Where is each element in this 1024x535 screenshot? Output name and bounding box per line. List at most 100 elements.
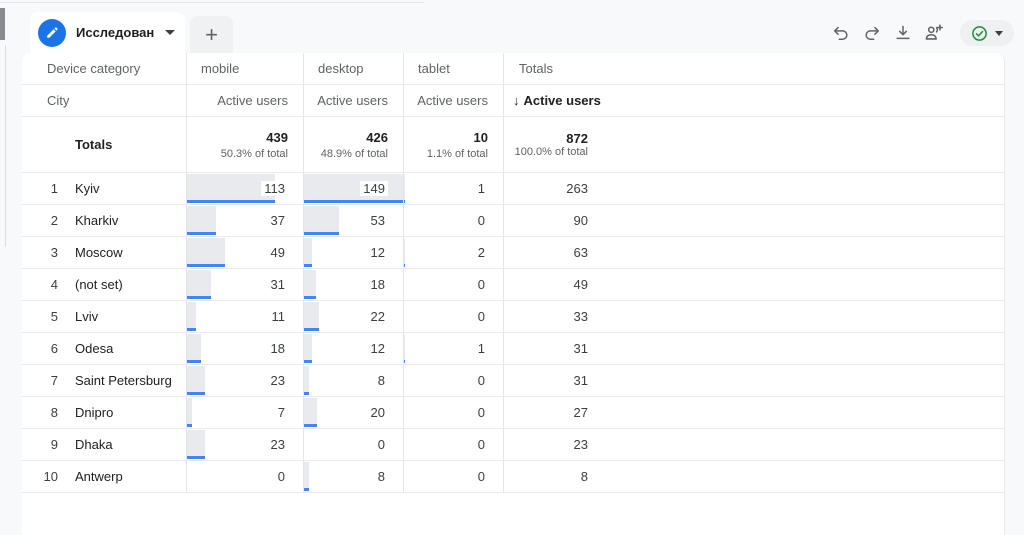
heatmap-bar <box>404 174 405 200</box>
value-bar <box>187 200 275 203</box>
city-cell[interactable]: 5 Lviv <box>22 301 187 332</box>
mobile-value-cell[interactable]: 11 <box>187 301 304 332</box>
metric-header-mobile[interactable]: Active users <box>187 85 304 116</box>
tablet-value-cell[interactable]: 0 <box>404 461 504 492</box>
mobile-value-cell[interactable]: 23 <box>187 429 304 460</box>
value-bar <box>404 264 406 267</box>
mobile-value-cell[interactable]: 49 <box>187 237 304 268</box>
cell-value: 0 <box>474 277 488 292</box>
total-value-cell[interactable]: 33 <box>504 301 1004 332</box>
table-row: 8 Dnipro 7 20 0 27 <box>22 397 1004 429</box>
download-icon[interactable] <box>892 22 914 44</box>
heatmap-bar <box>187 238 226 264</box>
city-cell[interactable]: 4 (not set) <box>22 269 187 300</box>
desktop-value-cell[interactable]: 8 <box>304 365 404 396</box>
value-bar <box>304 264 312 267</box>
tablet-value-cell[interactable]: 2 <box>404 237 504 268</box>
metric-header-desktop[interactable]: Active users <box>304 85 404 116</box>
tablet-value-cell[interactable]: 0 <box>404 429 504 460</box>
column-header-desktop[interactable]: desktop <box>304 53 404 84</box>
city-cell[interactable]: 6 Odesa <box>22 333 187 364</box>
value-bar <box>187 328 196 331</box>
tablet-value-cell[interactable]: 0 <box>404 205 504 236</box>
total-value-cell[interactable]: 27 <box>504 397 1004 428</box>
city-cell[interactable]: 10 Antwerp <box>22 461 187 492</box>
total-value-cell[interactable]: 90 <box>504 205 1004 236</box>
add-tab-button[interactable]: + <box>190 16 233 53</box>
desktop-value-cell[interactable]: 12 <box>304 237 404 268</box>
value-bar <box>187 424 193 427</box>
metric-header-tablet[interactable]: Active users <box>404 85 504 116</box>
column-header-totals: Totals <box>519 61 553 76</box>
tablet-value-cell[interactable]: 0 <box>404 269 504 300</box>
cell-value: 23 <box>267 373 288 388</box>
total-value-cell[interactable]: 23 <box>504 429 1004 460</box>
city-cell[interactable]: 9 Dhaka <box>22 429 187 460</box>
desktop-value-cell[interactable]: 20 <box>304 397 404 428</box>
tablet-value-cell[interactable]: 0 <box>404 397 504 428</box>
total-value-cell[interactable]: 263 <box>504 173 1004 204</box>
table-row: 4 (not set) 31 18 0 49 <box>22 269 1004 301</box>
desktop-value-cell[interactable]: 22 <box>304 301 404 332</box>
heatmap-bar <box>304 462 310 488</box>
chevron-down-icon[interactable] <box>165 30 175 35</box>
desktop-value-cell[interactable]: 53 <box>304 205 404 236</box>
table-header-row-metric: City Active users Active users Active us… <box>22 85 1004 117</box>
mobile-value-cell[interactable]: 18 <box>187 333 304 364</box>
city-cell[interactable]: 3 Moscow <box>22 237 187 268</box>
mobile-value-cell[interactable]: 113 <box>187 173 304 204</box>
total-value-cell[interactable]: 31 <box>504 333 1004 364</box>
heatmap-bar <box>304 174 403 200</box>
table-row: 3 Moscow 49 12 2 63 <box>22 237 1004 269</box>
value-bar <box>304 360 312 363</box>
tablet-value-cell[interactable]: 0 <box>404 365 504 396</box>
desktop-value-cell[interactable]: 12 <box>304 333 404 364</box>
value-bar <box>304 424 318 427</box>
city-cell[interactable]: 1 Kyiv <box>22 173 187 204</box>
undo-icon[interactable] <box>830 22 852 44</box>
exploration-tab[interactable]: Исследовани… <box>30 12 185 53</box>
cell-value: 27 <box>573 405 588 420</box>
desktop-value-cell[interactable]: 0 <box>304 429 404 460</box>
cell-value: 7 <box>274 405 288 420</box>
desktop-value-cell[interactable]: 149 <box>304 173 404 204</box>
mobile-value-cell[interactable]: 31 <box>187 269 304 300</box>
row-number: 1 <box>50 181 58 196</box>
tablet-value-cell[interactable]: 1 <box>404 173 504 204</box>
row-dimension-header-cell[interactable]: City <box>22 85 187 116</box>
total-value-cell[interactable]: 31 <box>504 365 1004 396</box>
left-scrollbar-thumb[interactable] <box>0 8 5 40</box>
total-value-cell[interactable]: 49 <box>504 269 1004 300</box>
city-cell[interactable]: 2 Kharkiv <box>22 205 187 236</box>
column-header-mobile[interactable]: mobile <box>187 53 304 84</box>
city-name: Dnipro <box>75 405 114 420</box>
column-header-tablet[interactable]: tablet <box>404 53 504 84</box>
cell-value: 0 <box>474 373 488 388</box>
mobile-value-cell[interactable]: 37 <box>187 205 304 236</box>
value-bar <box>187 392 205 395</box>
city-cell[interactable]: 8 Dnipro <box>22 397 187 428</box>
left-panel-divider <box>5 45 6 247</box>
tablet-value-cell[interactable]: 0 <box>404 301 504 332</box>
cell-value: 0 <box>474 309 488 324</box>
value-bar <box>304 296 316 299</box>
totals-cell-grand: 872 100.0% of total <box>514 131 588 158</box>
status-button[interactable] <box>960 20 1014 46</box>
heatmap-bar <box>187 398 193 424</box>
redo-icon[interactable] <box>861 22 883 44</box>
mobile-value-cell[interactable]: 0 <box>187 461 304 492</box>
desktop-value-cell[interactable]: 8 <box>304 461 404 492</box>
mobile-value-cell[interactable]: 23 <box>187 365 304 396</box>
tab-label: Исследовани… <box>76 25 155 40</box>
total-value-cell[interactable]: 63 <box>504 237 1004 268</box>
total-value-cell[interactable]: 8 <box>504 461 1004 492</box>
heatmap-bar <box>187 270 212 296</box>
city-cell[interactable]: 7 Saint Petersburg <box>22 365 187 396</box>
table-row: 7 Saint Petersburg 23 8 0 31 <box>22 365 1004 397</box>
cell-value: 12 <box>367 245 388 260</box>
tablet-value-cell[interactable]: 1 <box>404 333 504 364</box>
metric-header-totals-sorted[interactable]: ↓ Active users <box>513 93 601 108</box>
person-add-icon[interactable] <box>923 22 945 44</box>
mobile-value-cell[interactable]: 7 <box>187 397 304 428</box>
desktop-value-cell[interactable]: 18 <box>304 269 404 300</box>
